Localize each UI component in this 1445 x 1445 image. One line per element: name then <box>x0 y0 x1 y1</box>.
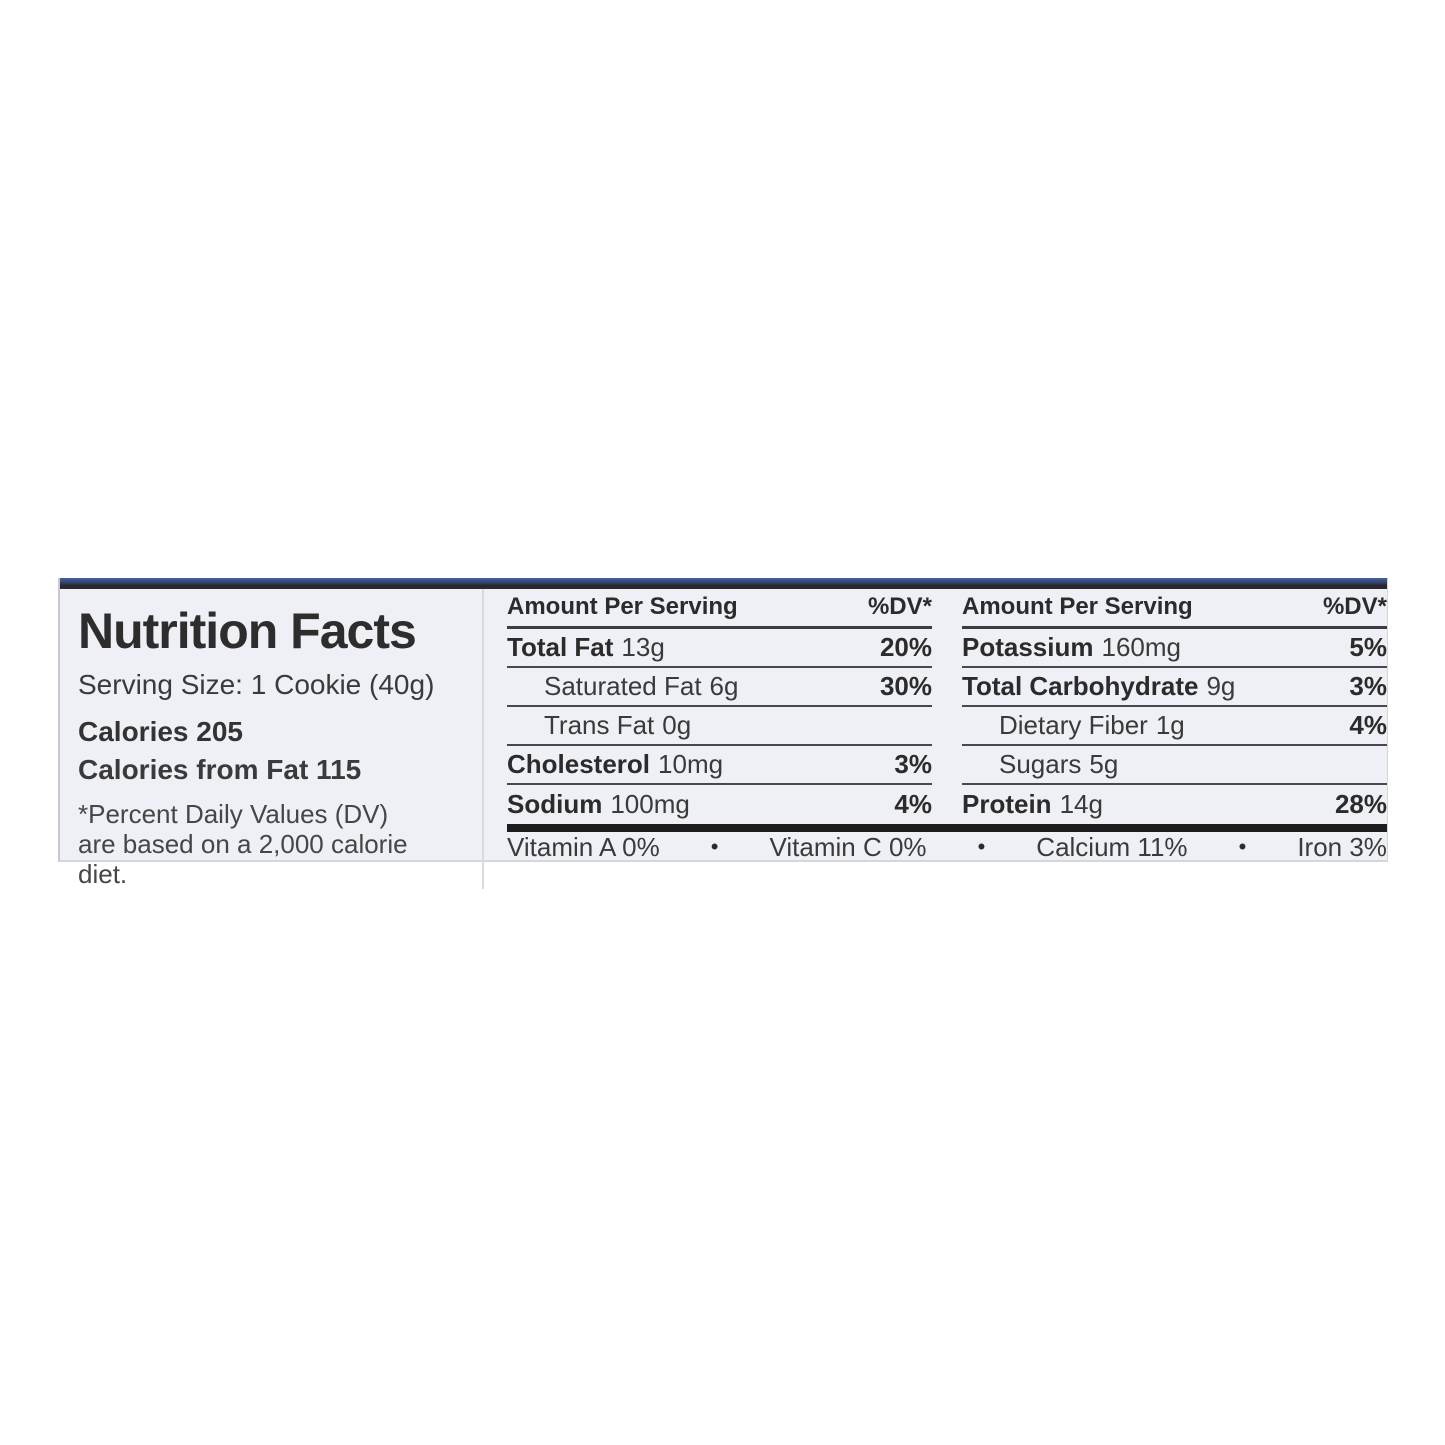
bullet-separator: • <box>1238 834 1247 859</box>
nutrient-amount: 160mg <box>1101 632 1182 662</box>
calcium-text: Calcium 11% <box>1036 831 1188 862</box>
micronutrients-row: Vitamin A 0% • Vitamin C 0% • Calcium 11… <box>507 831 1387 862</box>
daily-values-footnote: *Percent Daily Values (DV) are based on … <box>78 799 408 889</box>
nutrient-amount: 13g <box>621 632 665 662</box>
nutrient-name: Dietary Fiber <box>999 710 1148 740</box>
nutrient-amount: 1g <box>1155 710 1185 740</box>
nutrient-row-potassium: Potassium 160mg 5% <box>962 629 1387 668</box>
nutrient-row-sodium: Sodium 100mg 4% <box>507 785 932 824</box>
nutrient-dv: 5% <box>1349 632 1387 662</box>
nutrient-name: Protein <box>962 789 1052 819</box>
nutrient-amount: 5g <box>1089 749 1119 779</box>
column-header-row: Amount Per Serving %DV* <box>962 593 1387 629</box>
nutrient-table-area: Amount Per Serving %DV* Total Fat 13g 20%… <box>484 589 1387 889</box>
nutrient-row-total-carbohydrate: Total Carbohydrate 9g 3% <box>962 668 1387 707</box>
nutrient-name: Saturated Fat <box>544 671 702 701</box>
nutrient-name: Potassium <box>962 632 1094 662</box>
nutrient-name: Cholesterol <box>507 749 651 779</box>
nutrient-name: Total Fat <box>507 632 614 662</box>
nutrient-column-right: Amount Per Serving %DV* Potassium 160mg 5… <box>962 593 1387 824</box>
nutrient-dv: 4% <box>894 789 932 819</box>
label-body: Nutrition Facts Serving Size: 1 Cookie (… <box>60 589 1387 889</box>
nutrient-dv: 20% <box>879 632 932 662</box>
amount-per-serving-header: Amount Per Serving <box>507 593 738 620</box>
table-bottom-bar <box>507 824 1387 832</box>
serving-size-text: Serving Size: 1 Cookie (40g) <box>78 669 435 700</box>
nutrition-facts-title: Nutrition Facts <box>78 603 417 659</box>
nutrient-amount: 14g <box>1059 789 1103 819</box>
nutrition-facts-label: Nutrition Facts Serving Size: 1 Cookie (… <box>58 578 1388 889</box>
amount-per-serving-header: Amount Per Serving <box>962 593 1193 620</box>
nutrient-column-left: Amount Per Serving %DV* Total Fat 13g 20%… <box>507 593 932 824</box>
vitamin-c-text: Vitamin C 0% <box>769 831 927 862</box>
nutrient-name: Sodium <box>507 789 603 819</box>
nutrient-amount: 10mg <box>658 749 724 779</box>
nutrient-row-total-fat: Total Fat 13g 20% <box>507 629 932 668</box>
nutrient-amount: 6g <box>709 671 739 701</box>
iron-text: Iron 3% <box>1297 831 1387 862</box>
nutrient-amount: 100mg <box>610 789 690 819</box>
nutrient-dv: 30% <box>879 671 932 701</box>
nutrient-dv: 28% <box>1334 789 1387 819</box>
nutrient-row-dietary-fiber: Dietary Fiber 1g 4% <box>962 707 1387 746</box>
nutrient-row-trans-fat: Trans Fat 0g <box>507 707 932 746</box>
column-header-row: Amount Per Serving %DV* <box>507 593 932 629</box>
label-top-edge-strip <box>60 578 1387 589</box>
bullet-separator: • <box>710 834 719 859</box>
calories-from-fat-text: Calories from Fat 115 <box>78 754 362 785</box>
nutrient-name: Sugars <box>999 749 1082 779</box>
nutrient-amount: 0g <box>662 710 692 740</box>
vitamin-a-text: Vitamin A 0% <box>507 831 660 862</box>
percent-dv-header: %DV* <box>867 593 932 620</box>
nutrient-row-protein: Protein 14g 28% <box>962 785 1387 824</box>
nutrient-row-sugars: Sugars 5g <box>962 746 1387 785</box>
nutrient-dv: 3% <box>894 749 932 779</box>
nutrient-name: Total Carbohydrate <box>962 671 1199 701</box>
label-summary-pane: Nutrition Facts Serving Size: 1 Cookie (… <box>60 589 484 889</box>
nutrient-amount: 9g <box>1206 671 1236 701</box>
bullet-separator: • <box>977 834 986 859</box>
nutrient-dv: 3% <box>1349 671 1387 701</box>
calories-text: Calories 205 <box>78 716 243 747</box>
nutrient-dv: 4% <box>1349 710 1387 740</box>
nutrient-columns: Amount Per Serving %DV* Total Fat 13g 20%… <box>507 593 1387 824</box>
nutrient-row-cholesterol: Cholesterol 10mg 3% <box>507 746 932 785</box>
percent-dv-header: %DV* <box>1322 593 1387 620</box>
nutrient-row-saturated-fat: Saturated Fat 6g 30% <box>507 668 932 707</box>
nutrient-name: Trans Fat <box>544 710 655 740</box>
